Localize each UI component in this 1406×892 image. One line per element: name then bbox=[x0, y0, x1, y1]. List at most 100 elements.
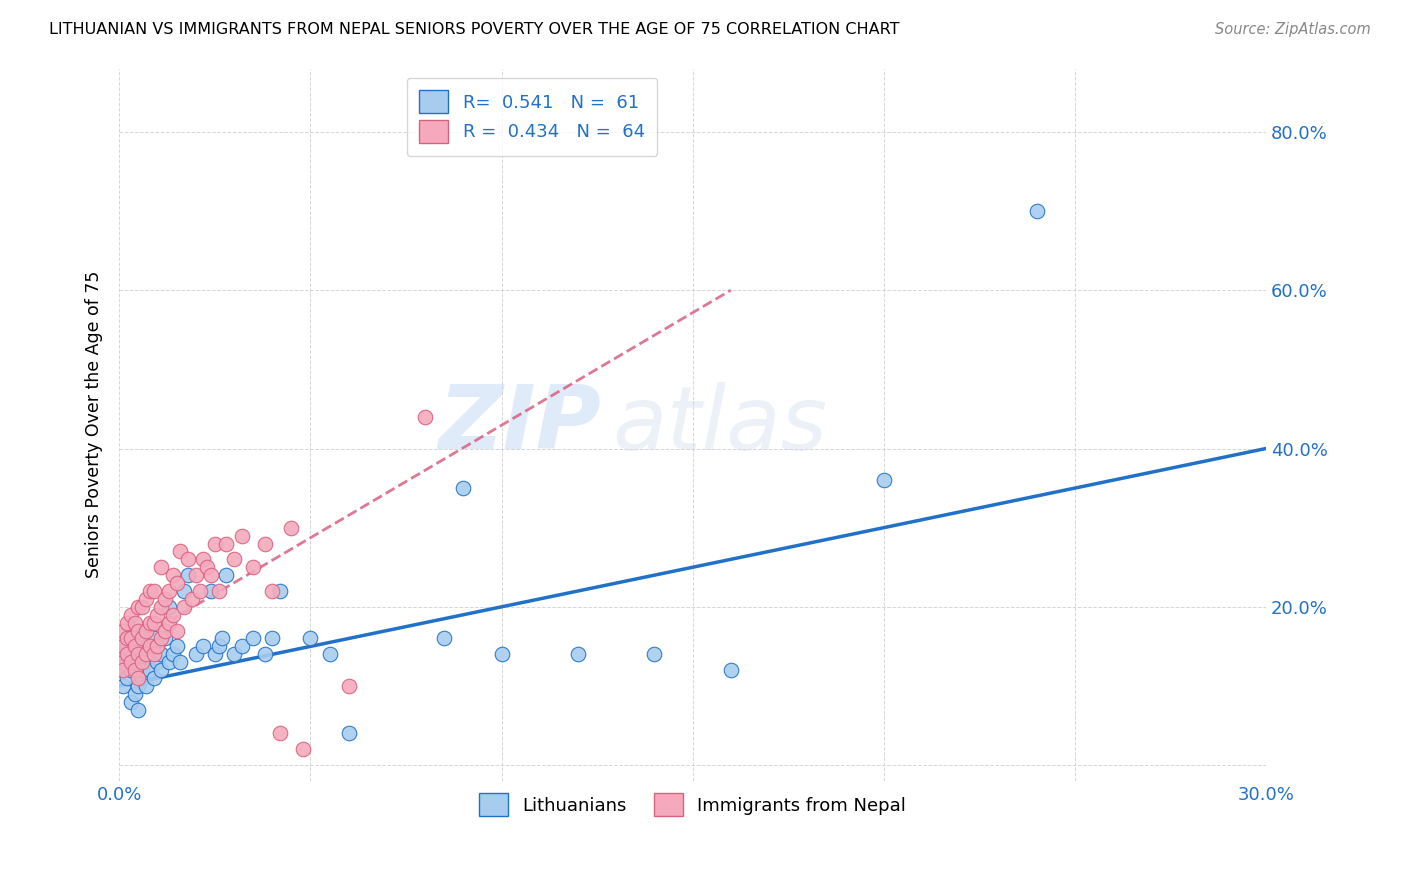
Point bbox=[153, 591, 176, 606]
Point bbox=[1025, 204, 1047, 219]
Point bbox=[433, 632, 456, 646]
Legend: Lithuanians, Immigrants from Nepal: Lithuanians, Immigrants from Nepal bbox=[470, 784, 915, 825]
Point bbox=[222, 552, 245, 566]
Point bbox=[150, 632, 173, 646]
Point bbox=[253, 536, 276, 550]
Point bbox=[215, 536, 238, 550]
Point bbox=[337, 679, 360, 693]
Point bbox=[127, 703, 149, 717]
Point bbox=[135, 640, 157, 654]
Point bbox=[142, 584, 165, 599]
Point bbox=[146, 640, 169, 654]
Point bbox=[177, 552, 200, 566]
Text: Source: ZipAtlas.com: Source: ZipAtlas.com bbox=[1215, 22, 1371, 37]
Point bbox=[112, 624, 135, 638]
Point bbox=[135, 679, 157, 693]
Point bbox=[262, 584, 284, 599]
Point bbox=[142, 671, 165, 685]
Point bbox=[208, 640, 231, 654]
Point bbox=[131, 648, 153, 662]
Point bbox=[131, 655, 153, 669]
Point bbox=[208, 584, 231, 599]
Point bbox=[115, 648, 138, 662]
Point bbox=[231, 640, 253, 654]
Point bbox=[139, 663, 162, 677]
Point bbox=[146, 655, 169, 669]
Text: ZIP: ZIP bbox=[439, 381, 600, 468]
Point bbox=[127, 624, 149, 638]
Point bbox=[204, 648, 226, 662]
Y-axis label: Seniors Poverty Over the Age of 75: Seniors Poverty Over the Age of 75 bbox=[86, 271, 103, 578]
Point bbox=[413, 409, 436, 424]
Point bbox=[188, 584, 211, 599]
Point bbox=[262, 632, 284, 646]
Point bbox=[115, 671, 138, 685]
Point bbox=[120, 632, 142, 646]
Point bbox=[112, 640, 135, 654]
Point bbox=[291, 742, 314, 756]
Point bbox=[177, 568, 200, 582]
Point bbox=[253, 648, 276, 662]
Point bbox=[131, 599, 153, 614]
Point bbox=[180, 591, 202, 606]
Point bbox=[337, 726, 360, 740]
Point bbox=[124, 640, 146, 654]
Point bbox=[127, 655, 149, 669]
Point bbox=[153, 632, 176, 646]
Point bbox=[139, 648, 162, 662]
Point bbox=[150, 599, 173, 614]
Point bbox=[146, 640, 169, 654]
Point bbox=[115, 632, 138, 646]
Point bbox=[112, 663, 135, 677]
Point bbox=[162, 568, 184, 582]
Point bbox=[318, 648, 340, 662]
Point bbox=[115, 640, 138, 654]
Point bbox=[150, 648, 173, 662]
Point bbox=[204, 536, 226, 550]
Point bbox=[127, 599, 149, 614]
Point bbox=[124, 687, 146, 701]
Point bbox=[124, 640, 146, 654]
Point bbox=[112, 648, 135, 662]
Point bbox=[643, 648, 665, 662]
Point bbox=[242, 560, 264, 574]
Point bbox=[124, 663, 146, 677]
Point bbox=[112, 663, 135, 677]
Point bbox=[873, 473, 896, 487]
Point bbox=[173, 584, 195, 599]
Point bbox=[166, 640, 188, 654]
Point bbox=[124, 615, 146, 630]
Point bbox=[157, 615, 180, 630]
Point bbox=[193, 552, 215, 566]
Point bbox=[120, 663, 142, 677]
Point bbox=[115, 615, 138, 630]
Point bbox=[195, 560, 218, 574]
Point bbox=[127, 671, 149, 685]
Point bbox=[142, 648, 165, 662]
Point bbox=[131, 632, 153, 646]
Point bbox=[135, 624, 157, 638]
Point bbox=[112, 679, 135, 693]
Point bbox=[211, 632, 233, 646]
Point bbox=[157, 599, 180, 614]
Point bbox=[131, 663, 153, 677]
Point bbox=[120, 695, 142, 709]
Point bbox=[135, 648, 157, 662]
Point bbox=[115, 655, 138, 669]
Point bbox=[231, 528, 253, 542]
Point bbox=[491, 648, 513, 662]
Point bbox=[173, 599, 195, 614]
Point bbox=[162, 607, 184, 622]
Point bbox=[200, 568, 222, 582]
Text: LITHUANIAN VS IMMIGRANTS FROM NEPAL SENIORS POVERTY OVER THE AGE OF 75 CORRELATI: LITHUANIAN VS IMMIGRANTS FROM NEPAL SENI… bbox=[49, 22, 900, 37]
Point bbox=[142, 632, 165, 646]
Point bbox=[150, 560, 173, 574]
Point bbox=[157, 655, 180, 669]
Point bbox=[120, 607, 142, 622]
Point bbox=[139, 584, 162, 599]
Point bbox=[184, 568, 207, 582]
Point bbox=[184, 648, 207, 662]
Point bbox=[166, 624, 188, 638]
Point bbox=[169, 544, 191, 558]
Point bbox=[150, 663, 173, 677]
